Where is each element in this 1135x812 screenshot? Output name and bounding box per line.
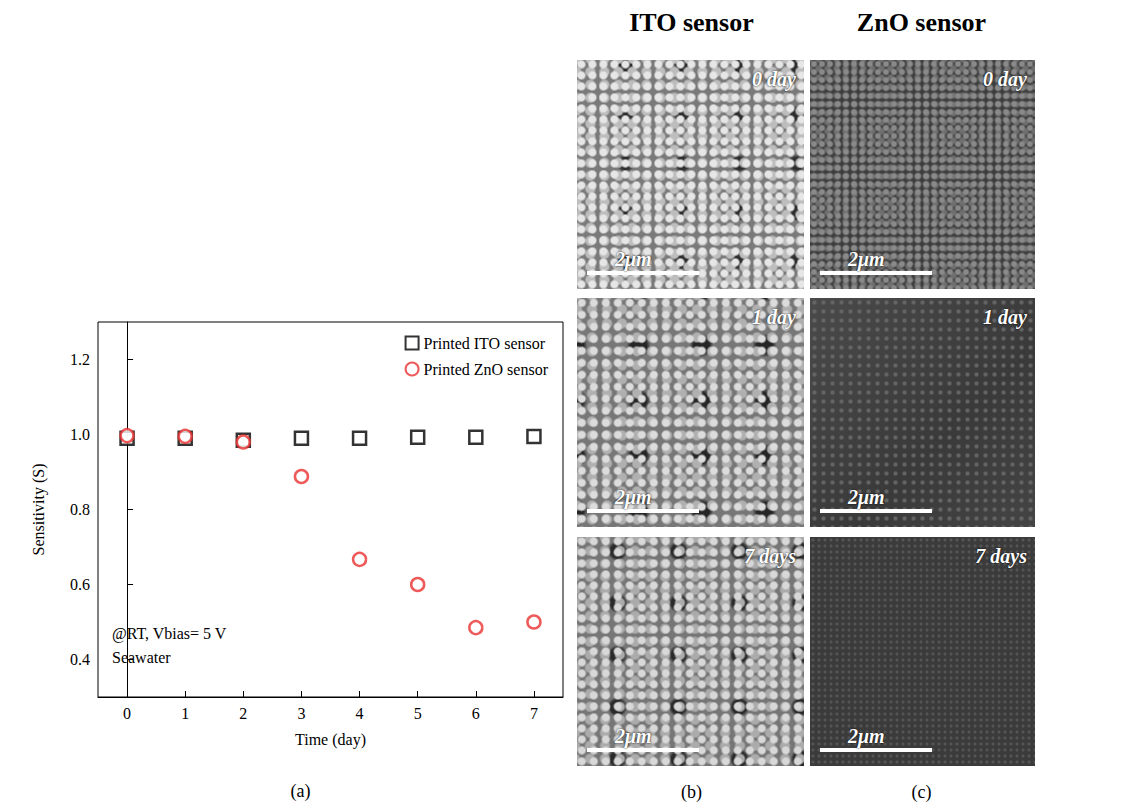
svg-text:Printed ITO sensor: Printed ITO sensor: [424, 335, 546, 352]
html-text:ITO sensor: ITO sensor: [629, 8, 754, 37]
svg-text:Printed ZnO sensor: Printed ZnO sensor: [424, 361, 549, 378]
html-text:2μm: 2μm: [848, 248, 885, 270]
svg-text:0.4: 0.4: [70, 651, 90, 668]
html-text:7 days: 7 days: [975, 545, 1027, 567]
svg-text:1.2: 1.2: [70, 351, 90, 368]
html-text:0 day: 0 day: [983, 68, 1027, 90]
svg-text:0.6: 0.6: [70, 576, 90, 593]
svg-text:5: 5: [414, 705, 422, 722]
svg-text:@RT, Vbias= 5 V: @RT, Vbias= 5 V: [112, 625, 227, 643]
svg-text:(a): (a): [290, 781, 310, 802]
html-text:2μm: 2μm: [848, 486, 885, 508]
html-text:7 days: 7 days: [744, 545, 796, 567]
svg-text:1.0: 1.0: [70, 426, 90, 443]
html-text:2μm: 2μm: [615, 248, 652, 270]
svg-text:Seawater: Seawater: [112, 649, 171, 666]
html-text:(c): (c): [911, 782, 932, 802]
html-text:1 day: 1 day: [983, 306, 1027, 328]
html-text:(b): (b): [681, 782, 702, 802]
html-text:ZnO sensor: ZnO sensor: [856, 8, 987, 37]
html-text:2μm: 2μm: [848, 725, 885, 747]
svg-text:6: 6: [472, 705, 480, 722]
svg-text:2: 2: [239, 705, 247, 722]
svg-text:0.8: 0.8: [70, 501, 90, 518]
svg-text:Sensitivity (S): Sensitivity (S): [30, 463, 48, 555]
html-text:2μm: 2μm: [615, 725, 652, 747]
html-text:2μm: 2μm: [615, 486, 652, 508]
svg-text:0: 0: [123, 705, 131, 722]
svg-text:1: 1: [181, 705, 189, 722]
html-text:1 day: 1 day: [752, 306, 796, 328]
svg-text:Time (day): Time (day): [295, 731, 366, 749]
svg-text:7: 7: [530, 705, 538, 722]
svg-text:3: 3: [297, 705, 305, 722]
svg-text:4: 4: [356, 705, 364, 722]
html-text:0 day: 0 day: [752, 68, 796, 90]
